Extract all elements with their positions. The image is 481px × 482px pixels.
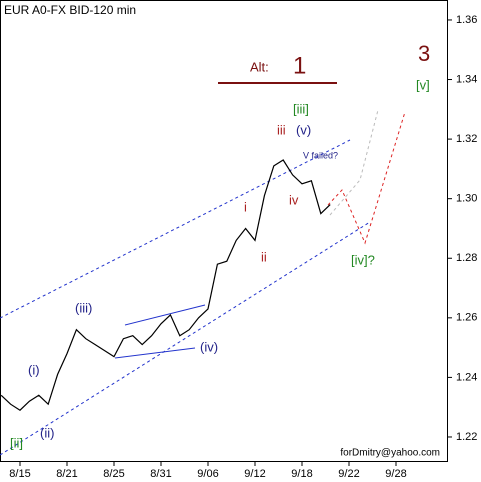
x-tick-label: 9/22 <box>338 468 359 480</box>
x-tick-label: 8/21 <box>56 468 77 480</box>
annotation: V failed? <box>303 150 338 160</box>
y-tick-label: 1.36 <box>456 14 477 26</box>
annotation: [iv]? <box>351 252 375 267</box>
annotation: (i) <box>28 362 40 377</box>
y-tick-label: 1.32 <box>456 133 477 145</box>
annotation: i <box>244 199 247 214</box>
y-tick-label: 1.26 <box>456 312 477 324</box>
x-tick-label: 9/28 <box>385 468 406 480</box>
x-tick-label: 8/15 <box>9 468 30 480</box>
annotation: (v) <box>296 122 311 137</box>
x-tick-label: 9/18 <box>291 468 312 480</box>
x-tick-label: 8/31 <box>150 468 171 480</box>
annotation: (iv) <box>200 339 218 354</box>
y-tick-label: 1.24 <box>456 371 477 383</box>
x-tick-label: 8/25 <box>103 468 124 480</box>
x-tick-label: 9/12 <box>244 468 265 480</box>
annotation: [iii] <box>293 101 309 116</box>
triangle-line <box>114 347 196 359</box>
x-tick-label: 9/06 <box>197 468 218 480</box>
annotation: iii <box>277 122 286 137</box>
y-tick-label: 1.28 <box>456 252 477 264</box>
annotation: iv <box>289 192 299 207</box>
plot-frame <box>0 0 448 462</box>
y-tick-label: 1.22 <box>456 431 477 443</box>
y-tick-label: 1.30 <box>456 193 477 205</box>
annotation: ii <box>261 249 267 264</box>
annotation: Alt: <box>250 59 269 74</box>
price-line <box>0 159 331 411</box>
y-tick-label: 1.34 <box>456 73 477 85</box>
annotation: (ii) <box>40 425 54 440</box>
forecast-path <box>327 111 406 245</box>
channel-line <box>0 221 371 456</box>
annotation: 3 <box>418 41 430 66</box>
triangle-line <box>124 304 206 326</box>
chart-title: EUR A0-FX BID-120 min <box>4 3 136 17</box>
annotation: [ii] <box>10 435 23 450</box>
annotation: [v] <box>416 77 430 92</box>
annotation: 1 <box>293 52 306 79</box>
annotation: (iii) <box>75 300 92 315</box>
watermark: forDmitry@yahoo.com <box>340 448 440 459</box>
